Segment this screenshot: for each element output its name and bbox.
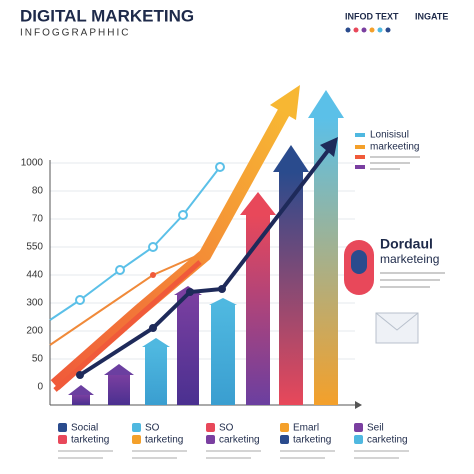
legend-icon <box>58 435 67 444</box>
info-text: INFOD TEXT <box>345 11 399 21</box>
callout-title: Dordaul <box>380 236 433 252</box>
legend-title: Seil <box>367 423 384 434</box>
legend-title: SO <box>219 423 234 434</box>
title: DIGITAL MARKETING <box>20 6 194 25</box>
y-label: 50 <box>32 354 44 365</box>
y-label: 440 <box>26 270 43 281</box>
legend-sub: tarketing <box>71 435 109 446</box>
axis-arrow <box>355 401 362 409</box>
legend-sub: carketing <box>367 435 408 446</box>
legend-icon <box>354 423 363 432</box>
y-label: 200 <box>26 326 43 337</box>
legend-icon <box>58 423 67 432</box>
legend-icon <box>132 435 141 444</box>
legend-title: Social <box>71 423 98 434</box>
callout: Dordaul marketeing <box>344 236 445 295</box>
y-label: 0 <box>37 382 43 393</box>
tag: INGATE <box>415 11 448 21</box>
callout-sub: marketeing <box>380 252 439 266</box>
color-dots <box>345 27 391 33</box>
legend-title: Emarl <box>293 423 319 434</box>
side-legend-text: markeeting <box>370 142 419 153</box>
legend-icon <box>280 435 289 444</box>
y-label: 70 <box>32 214 44 225</box>
legend-sub: tarketing <box>145 435 183 446</box>
y-label: 80 <box>32 186 44 197</box>
y-label: 1000 <box>21 158 44 169</box>
subtitle: INFOGGRAPHHIC <box>20 28 130 39</box>
side-legend-text: Lonisisul <box>370 130 409 141</box>
legend-icon <box>206 435 215 444</box>
y-label: 300 <box>26 298 43 309</box>
side-legend: Lonisisul markeeting <box>355 130 420 170</box>
envelope-icon <box>375 312 419 344</box>
legend-icon <box>206 423 215 432</box>
legend-icon <box>280 423 289 432</box>
bars <box>68 90 344 405</box>
legend-sub: tarketing <box>293 435 331 446</box>
trend-lines <box>49 85 338 392</box>
legend-icon <box>132 423 141 432</box>
y-label: 550 <box>26 242 43 253</box>
legend-sub: carketing <box>219 435 260 446</box>
legend-icon <box>354 435 363 444</box>
grid <box>50 162 355 360</box>
legend-title: SO <box>145 423 160 434</box>
